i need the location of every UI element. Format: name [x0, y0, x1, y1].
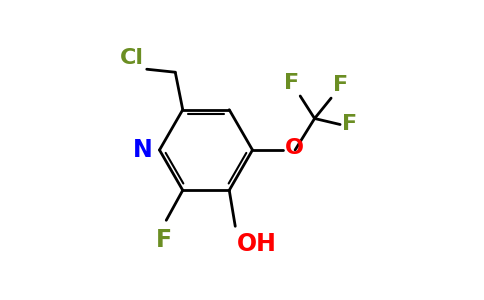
Text: F: F — [284, 73, 299, 93]
Text: Cl: Cl — [121, 48, 144, 68]
Text: F: F — [333, 75, 348, 95]
Text: N: N — [133, 138, 153, 162]
Text: OH: OH — [237, 232, 277, 256]
Text: F: F — [343, 115, 358, 134]
Text: O: O — [285, 139, 304, 158]
Text: F: F — [156, 228, 172, 252]
